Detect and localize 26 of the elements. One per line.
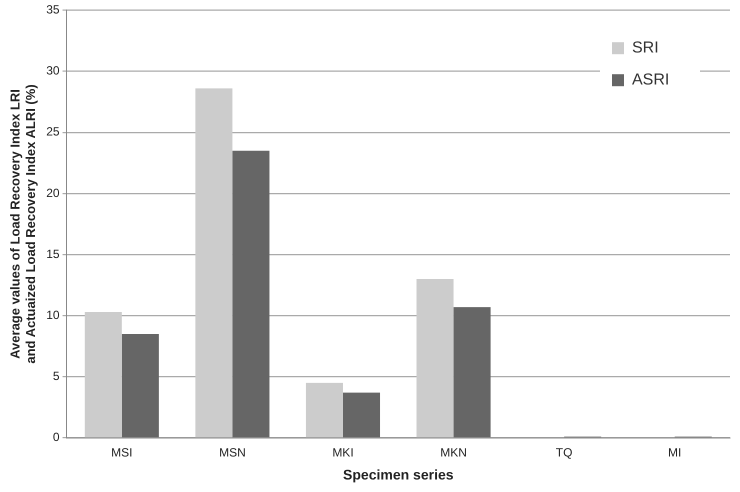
y-tick-label: 15 [46,246,60,261]
y-tick-label: 35 [46,2,60,17]
x-tick-label: TQ [556,445,572,460]
bar [306,382,343,438]
x-tick-label: MKN [440,445,467,460]
x-tick-label: MKI [332,445,354,460]
x-tick-label: MSN [219,445,246,460]
bar [84,312,122,438]
bar [454,307,491,438]
bar [122,334,159,438]
bar [232,150,270,438]
y-axis-title: Average values of Load Recovery Index LRI and Actuaized Load Recovery Index ALRI (%) [7,84,38,364]
y-tick-label: 30 [46,64,60,78]
y-tick-label: 5 [52,369,60,384]
y-tick-label: 25 [46,124,60,139]
legend-label: ASRI [632,72,670,89]
legend-label: SRI [632,40,659,57]
y-tick-label: 10 [46,308,60,322]
bar [342,392,380,438]
y-tick-label: 20 [46,186,60,200]
x-tick-label: MSI [111,445,133,460]
bar [416,278,454,438]
y-tick-label: 0 [52,430,60,444]
x-tick-label: MI [668,445,682,460]
x-axis-title: Specimen series [343,466,454,482]
bar [195,88,232,438]
